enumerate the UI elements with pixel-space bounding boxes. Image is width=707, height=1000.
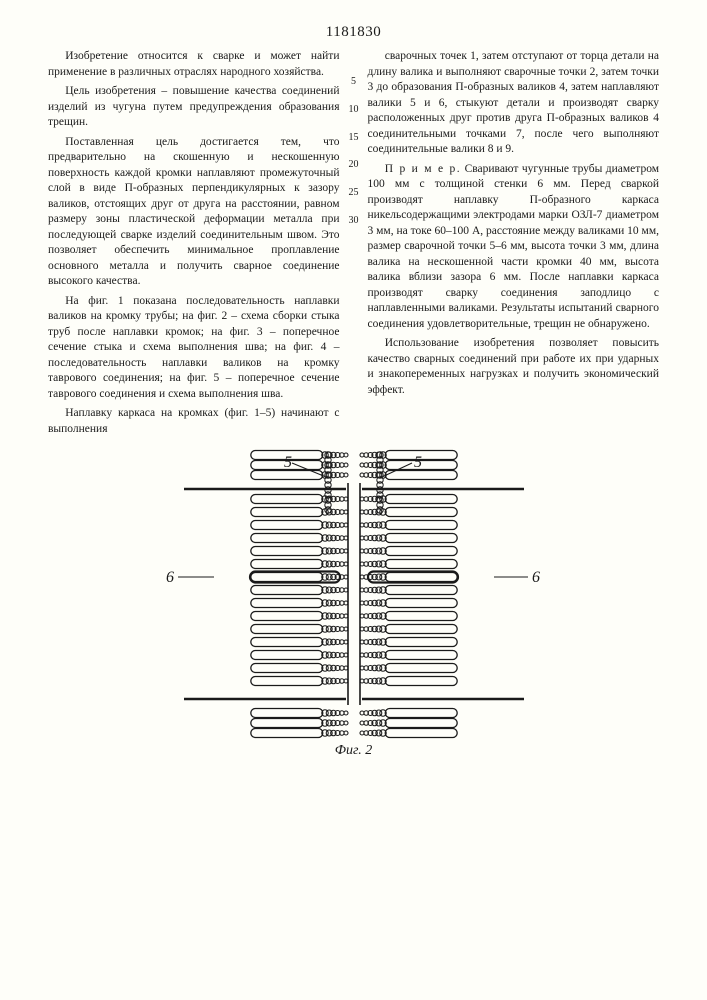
paragraph: П р и м е р. Сваривают чугунные трубы ди… <box>368 162 660 333</box>
ruler-mark: 5 <box>351 77 356 87</box>
left-column: Изобретение относится к сварке и может н… <box>48 49 340 441</box>
paragraph: Изобретение относится к сварке и может н… <box>48 49 340 80</box>
example-label: П р и м е р. <box>385 163 461 175</box>
line-ruler: 5 10 15 20 25 30 <box>349 49 359 226</box>
ruler-mark: 10 <box>349 105 359 115</box>
paragraph: Цель изобретения – повышение качества со… <box>48 84 340 131</box>
text-columns: 5 10 15 20 25 30 Изобретение относится к… <box>48 49 659 441</box>
figure-label-6l: 6 <box>166 569 174 586</box>
right-column: сварочных точек 1, затем отступают от то… <box>368 49 660 441</box>
ruler-mark: 15 <box>349 133 359 143</box>
paragraph: Поставленная цель достигается тем, что п… <box>48 135 340 290</box>
figure-label-5r: 5 <box>414 454 422 471</box>
ruler-mark: 30 <box>349 216 359 226</box>
example-body: Сваривают чугунные трубы диаметром 100 м… <box>368 163 660 330</box>
paragraph: сварочных точек 1, затем отступают от то… <box>368 49 660 158</box>
figure-label-6r: 6 <box>532 569 540 586</box>
paragraph: На фиг. 1 показана последовательность на… <box>48 294 340 403</box>
figure-caption: Фиг. 2 <box>48 743 659 759</box>
ruler-mark: 20 <box>349 160 359 170</box>
figure-2: 5 5 6 6 Фиг. 2 <box>48 449 659 759</box>
paragraph: Наплавку каркаса на кромках (фиг. 1–5) н… <box>48 406 340 437</box>
figure-label-5: 5 <box>284 454 292 471</box>
paragraph: Использование изобретения позволяет повы… <box>368 336 660 398</box>
ruler-mark: 25 <box>349 188 359 198</box>
doc-number: 1181830 <box>48 24 659 41</box>
